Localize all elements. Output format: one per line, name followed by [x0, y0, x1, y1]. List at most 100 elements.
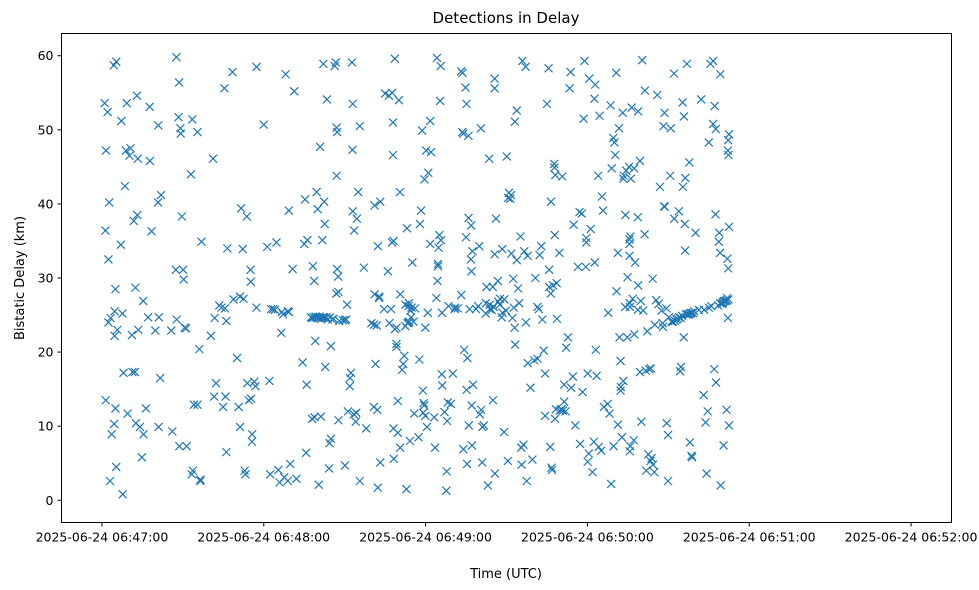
marker-stroke — [116, 240, 126, 250]
marker-stroke — [597, 192, 607, 201]
marker-stroke — [501, 306, 511, 316]
marker-stroke — [348, 206, 358, 216]
marker-stroke — [646, 456, 655, 466]
marker-stroke — [123, 409, 133, 419]
marker-stroke — [137, 452, 147, 462]
data-point — [430, 443, 440, 453]
marker-stroke — [242, 212, 252, 221]
data-point — [575, 439, 585, 449]
data-point — [450, 303, 460, 313]
data-point — [343, 406, 353, 416]
data-point — [129, 216, 139, 226]
marker-stroke — [659, 121, 668, 131]
marker-stroke — [145, 156, 155, 166]
marker-stroke — [709, 364, 719, 374]
data-point — [265, 376, 274, 386]
data-point — [392, 339, 401, 349]
marker-stroke — [654, 299, 664, 309]
marker-stroke — [616, 386, 626, 396]
marker-stroke — [484, 154, 494, 164]
marker-stroke — [462, 385, 472, 395]
data-point — [542, 99, 552, 109]
data-point — [490, 469, 500, 479]
data-point — [497, 244, 507, 254]
data-point — [483, 481, 493, 490]
data-point — [247, 437, 257, 447]
marker-stroke — [580, 56, 589, 66]
marker-stroke — [210, 313, 220, 323]
marker-stroke — [552, 278, 562, 288]
marker-stroke — [575, 439, 585, 449]
marker-stroke — [383, 266, 393, 276]
data-point — [332, 264, 342, 274]
data-point — [187, 115, 197, 124]
marker-stroke — [490, 74, 500, 84]
marker-stroke — [622, 332, 632, 342]
marker-stroke — [657, 306, 667, 316]
data-point — [588, 467, 597, 477]
marker-stroke — [510, 323, 520, 333]
data-point — [147, 226, 157, 236]
marker-stroke — [404, 298, 414, 308]
marker-stroke — [313, 204, 323, 214]
marker-stroke — [186, 169, 196, 179]
marker-stroke — [716, 481, 726, 490]
marker-stroke — [318, 312, 328, 322]
data-point — [590, 80, 600, 90]
marker-stroke — [544, 63, 553, 73]
data-point — [679, 112, 689, 121]
marker-stroke — [288, 264, 298, 274]
marker-stroke — [409, 409, 419, 419]
data-point — [419, 401, 429, 410]
marker-stroke — [307, 414, 317, 424]
data-point — [618, 376, 628, 386]
marker-stroke — [395, 443, 405, 453]
marker-stroke — [156, 190, 166, 200]
marker-stroke — [615, 332, 624, 342]
marker-stroke — [370, 200, 380, 210]
data-point — [448, 369, 458, 379]
marker-stroke — [691, 228, 700, 238]
marker-stroke — [618, 174, 628, 184]
marker-stroke — [513, 283, 523, 293]
data-point — [468, 246, 477, 256]
data-point — [590, 258, 600, 267]
data-point — [320, 362, 330, 372]
data-point — [393, 428, 403, 438]
data-point — [499, 295, 509, 304]
data-point — [621, 210, 630, 220]
marker-stroke — [461, 83, 470, 93]
data-point — [118, 489, 128, 499]
marker-stroke — [240, 466, 250, 476]
data-point — [614, 123, 624, 133]
marker-stroke — [640, 86, 650, 95]
marker-stroke — [662, 303, 671, 313]
marker-stroke — [385, 318, 394, 328]
marker-stroke — [490, 83, 500, 93]
marker-stroke — [128, 367, 137, 377]
marker-stroke — [166, 326, 176, 336]
marker-stroke — [660, 202, 669, 212]
data-point — [616, 386, 626, 396]
data-point — [437, 381, 447, 390]
data-point — [580, 56, 589, 66]
data-point — [406, 312, 416, 322]
data-point — [179, 275, 189, 284]
data-point — [375, 197, 385, 207]
data-point — [320, 219, 330, 229]
marker-stroke — [150, 326, 160, 336]
data-point — [181, 323, 191, 333]
data-point — [234, 402, 244, 412]
marker-stroke — [351, 408, 361, 418]
data-point — [110, 331, 120, 341]
marker-stroke — [464, 131, 473, 141]
marker-stroke — [649, 467, 659, 477]
marker-stroke — [355, 121, 365, 131]
data-point — [359, 263, 369, 273]
data-point — [593, 171, 603, 181]
marker-stroke — [371, 359, 380, 369]
marker-stroke — [527, 455, 537, 464]
marker-stroke — [359, 263, 369, 273]
marker-stroke — [559, 397, 569, 407]
marker-stroke — [581, 233, 591, 243]
